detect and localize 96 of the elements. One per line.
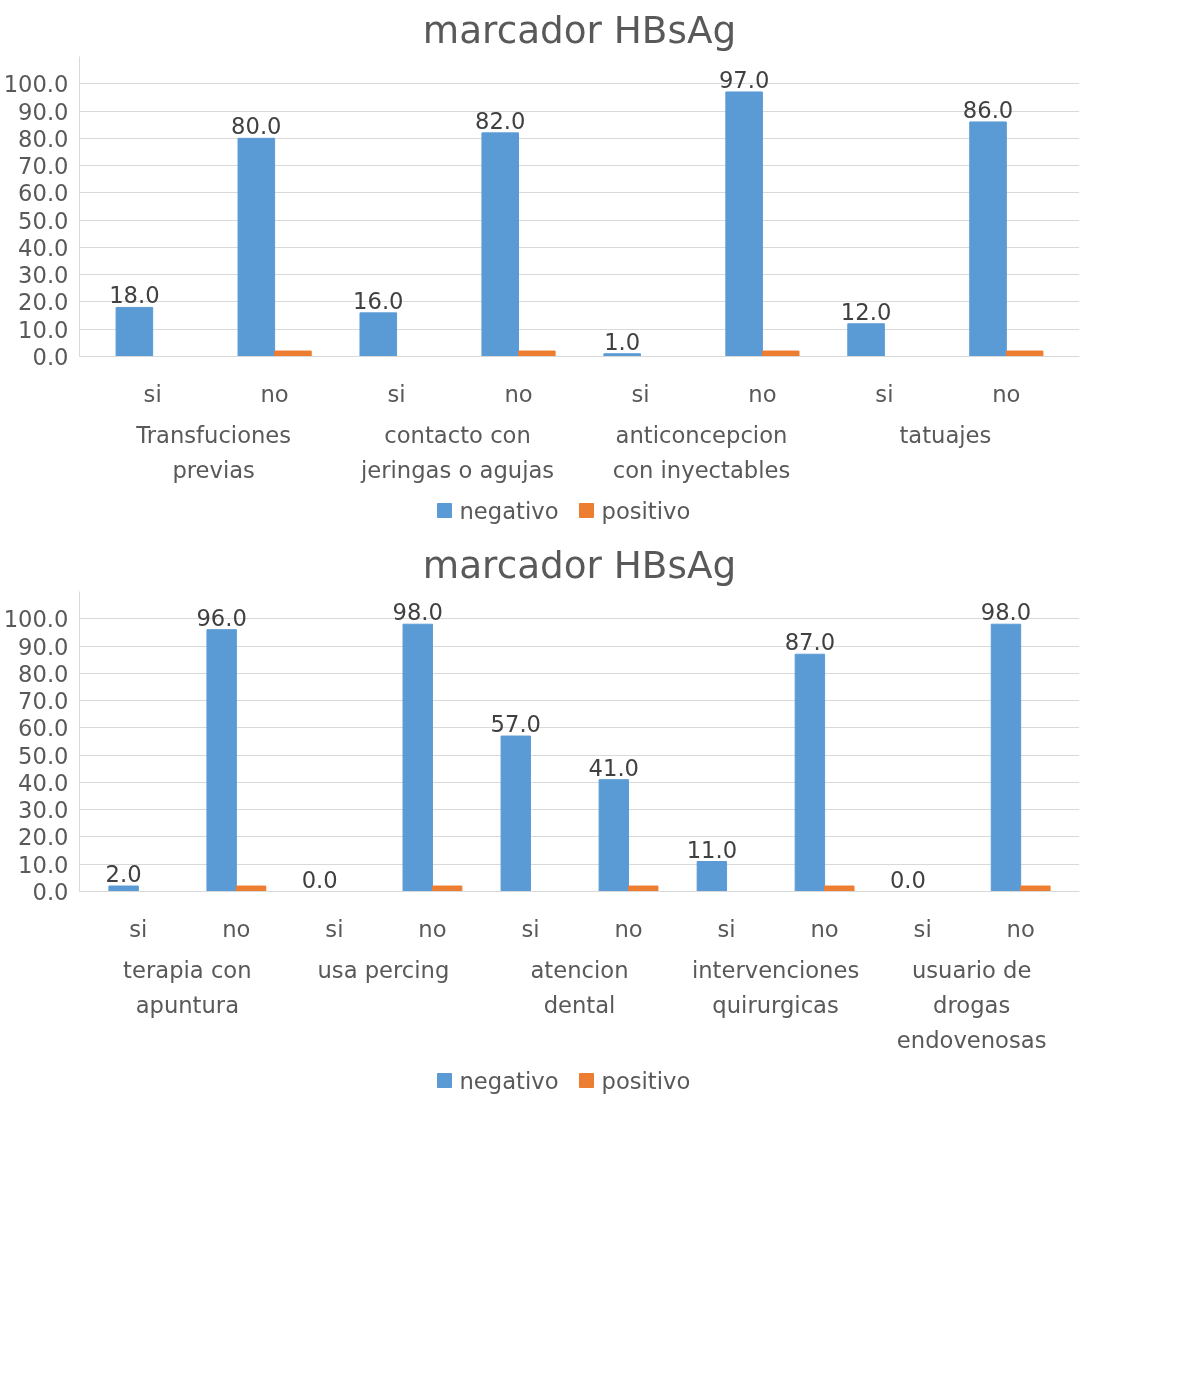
data-label: 41.0 bbox=[588, 754, 640, 781]
y-tick-label: 100.0 bbox=[3, 71, 69, 98]
chart-title: marcador HBsAg bbox=[422, 7, 737, 52]
bar bbox=[274, 350, 312, 357]
text: usa percing bbox=[317, 956, 450, 983]
legend-label: negativo bbox=[459, 497, 559, 524]
y-tick-label: 20.0 bbox=[18, 824, 69, 851]
bar bbox=[1005, 350, 1044, 357]
x-tick-label: si bbox=[631, 380, 650, 407]
bar bbox=[696, 861, 728, 892]
y-tick-label: 60.0 bbox=[18, 715, 69, 742]
bar bbox=[990, 623, 1022, 892]
y-tick-label: 40.0 bbox=[18, 234, 69, 261]
y-tick-label: 0.0 bbox=[32, 879, 69, 905]
x-tick-label: no bbox=[260, 380, 289, 407]
y-tick-label: 90.0 bbox=[18, 98, 69, 125]
x-tick-label: no bbox=[810, 915, 839, 942]
legend-label: negativo bbox=[459, 1067, 559, 1094]
data-label: 87.0 bbox=[784, 629, 836, 656]
bar bbox=[237, 137, 276, 357]
data-label: 57.0 bbox=[490, 711, 541, 738]
chart-title: marcador HBsAg bbox=[422, 542, 737, 587]
bar bbox=[481, 132, 520, 357]
text: tatuajes bbox=[899, 421, 992, 448]
data-label: 2.0 bbox=[105, 861, 142, 888]
x-tick-label: si bbox=[143, 380, 162, 407]
bar bbox=[794, 653, 826, 892]
x-tick-label: si bbox=[521, 915, 540, 942]
y-tick-label: 50.0 bbox=[18, 207, 69, 234]
x-tick-label: si bbox=[913, 915, 932, 942]
bar bbox=[431, 885, 463, 892]
x-tick-label: si bbox=[875, 380, 894, 407]
bar bbox=[603, 353, 641, 357]
data-label: 16.0 bbox=[353, 287, 404, 314]
data-label: 0.0 bbox=[889, 866, 926, 893]
text: atencion dental bbox=[530, 956, 629, 1018]
text: terapia con apuntura bbox=[123, 956, 252, 1018]
y-tick-label: 100.0 bbox=[3, 606, 69, 633]
y-tick-label: 10.0 bbox=[18, 851, 69, 878]
x-tick-label: si bbox=[387, 380, 406, 407]
x-tick-label: no bbox=[614, 915, 643, 942]
data-label: 98.0 bbox=[980, 599, 1032, 626]
y-tick-label: 0.0 bbox=[32, 344, 69, 370]
y-tick-label: 40.0 bbox=[18, 769, 69, 796]
bar bbox=[628, 885, 659, 892]
bar bbox=[761, 350, 800, 357]
bar bbox=[108, 885, 139, 892]
x-tick-label: no bbox=[1006, 915, 1035, 942]
bar bbox=[500, 735, 531, 892]
bar bbox=[598, 779, 630, 892]
y-tick-label: 30.0 bbox=[18, 797, 69, 824]
x-tick-label: si bbox=[129, 915, 148, 942]
legend-label: positivo bbox=[601, 1067, 691, 1094]
text: intervenciones quirurgicas bbox=[691, 956, 860, 1018]
x-tick-label: no bbox=[748, 380, 777, 407]
data-label: 96.0 bbox=[196, 604, 247, 631]
data-label: 86.0 bbox=[962, 96, 1014, 123]
data-label: 98.0 bbox=[392, 599, 443, 626]
bar bbox=[402, 623, 433, 892]
data-label: 1.0 bbox=[604, 328, 641, 355]
x-tick-label: no bbox=[222, 915, 251, 942]
bar bbox=[725, 91, 763, 357]
bar bbox=[1020, 885, 1051, 892]
bar bbox=[206, 629, 237, 892]
bar bbox=[824, 885, 855, 892]
y-tick-label: 10.0 bbox=[18, 316, 69, 343]
y-tick-label: 70.0 bbox=[18, 688, 69, 715]
x-tick-label: no bbox=[418, 915, 447, 942]
y-tick-label: 70.0 bbox=[18, 153, 69, 180]
bar bbox=[518, 350, 556, 357]
data-label: 12.0 bbox=[840, 298, 892, 325]
bar bbox=[235, 885, 267, 892]
data-label: 97.0 bbox=[718, 66, 770, 93]
y-tick-label: 80.0 bbox=[18, 660, 69, 687]
y-tick-label: 50.0 bbox=[18, 742, 69, 769]
bar bbox=[115, 306, 154, 357]
data-label: 18.0 bbox=[109, 282, 160, 309]
y-tick-label: 90.0 bbox=[18, 633, 69, 660]
text: usuario de drogas endovenosas bbox=[896, 956, 1047, 1053]
data-label: 11.0 bbox=[686, 836, 738, 863]
data-label: 82.0 bbox=[475, 107, 526, 134]
legend-label: positivo bbox=[601, 497, 691, 524]
bar bbox=[847, 323, 885, 357]
x-tick-label: no bbox=[504, 380, 533, 407]
y-tick-label: 80.0 bbox=[18, 125, 69, 152]
y-tick-label: 20.0 bbox=[18, 289, 69, 316]
y-tick-label: 30.0 bbox=[18, 262, 69, 289]
text: Transfuciones previas bbox=[136, 421, 292, 483]
data-label: 0.0 bbox=[301, 866, 338, 893]
y-tick-label: 60.0 bbox=[18, 180, 69, 207]
x-tick-label: si bbox=[717, 915, 736, 942]
x-tick-label: si bbox=[325, 915, 344, 942]
data-label: 80.0 bbox=[231, 113, 282, 140]
bar bbox=[359, 312, 398, 357]
x-tick-label: no bbox=[992, 380, 1021, 407]
bar bbox=[969, 121, 1007, 357]
